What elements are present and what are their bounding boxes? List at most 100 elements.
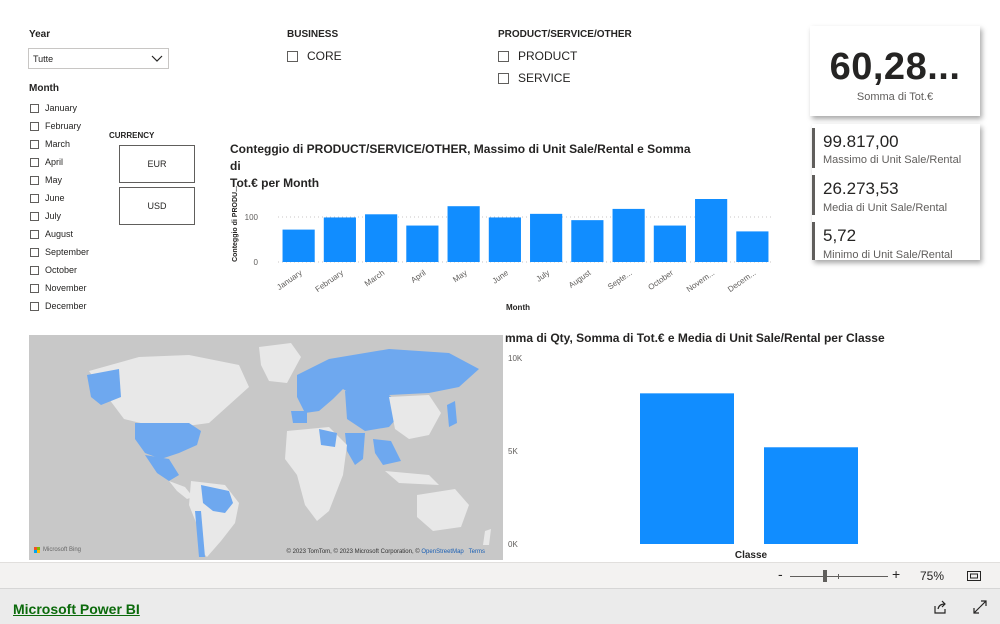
month-item-may[interactable]: May	[30, 175, 62, 185]
month-item-february[interactable]: February	[30, 121, 81, 131]
month-item-april[interactable]: April	[30, 157, 63, 167]
year-slicer-title: Year	[29, 29, 51, 40]
bar-2	[764, 447, 858, 544]
pso-item-label: PRODUCT	[518, 49, 578, 63]
map-land-australia	[417, 489, 469, 531]
currency-usd-label: USD	[147, 201, 167, 211]
checkbox[interactable]	[30, 283, 39, 293]
x-tick-label: Novem...	[685, 268, 716, 294]
checkbox[interactable]	[30, 103, 39, 113]
map-land-mexico	[145, 455, 179, 481]
zoom-slider-track[interactable]	[790, 576, 888, 577]
map-land-egypt	[319, 429, 337, 447]
month-item-november[interactable]: November	[30, 283, 87, 293]
checkbox[interactable]	[30, 175, 39, 185]
map-land-japan	[447, 401, 457, 427]
share-icon[interactable]	[932, 599, 948, 615]
month-item-september[interactable]: September	[30, 247, 89, 257]
microsoft-logo-icon	[34, 547, 40, 553]
map-land-central-america	[169, 481, 193, 499]
footer-bar: Microsoft Power BI	[0, 588, 1000, 624]
y-tick-label: 0	[254, 258, 259, 267]
y-axis-title: Conteggio di PRODU...	[232, 186, 239, 262]
max-unit-sale-caption: Massimo di Unit Sale/Rental	[823, 154, 962, 166]
checkbox[interactable]	[30, 139, 39, 149]
power-bi-link[interactable]: Microsoft Power BI	[13, 601, 140, 617]
month-item-june[interactable]: June	[30, 193, 65, 203]
business-item-core[interactable]: CORE	[287, 49, 342, 63]
checkbox[interactable]	[287, 50, 298, 62]
month-bar-chart[interactable]: 0 100 January February March April May June July…	[228, 182, 778, 317]
x-tick-label: Septe...	[606, 268, 634, 291]
month-item-january[interactable]: January	[30, 103, 77, 113]
year-dropdown[interactable]: Tutte	[28, 48, 169, 69]
month-item-december[interactable]: December	[30, 301, 87, 311]
pso-item-product[interactable]: PRODUCT	[498, 49, 577, 63]
zoom-in-button[interactable]: +	[892, 566, 901, 582]
checkbox[interactable]	[30, 229, 39, 239]
bing-label: Microsoft Bing	[43, 547, 82, 553]
row-accent-bar	[812, 175, 815, 215]
month-item-label: May	[45, 175, 63, 185]
osm-link[interactable]: OpenStreetMap	[421, 549, 464, 555]
month-item-august[interactable]: August	[30, 229, 73, 239]
month-item-october[interactable]: October	[30, 265, 77, 275]
x-tick-label: May	[451, 268, 469, 284]
month-item-july[interactable]: July	[30, 211, 61, 221]
bing-logo: Microsoft Bing	[34, 547, 81, 553]
checkbox[interactable]	[30, 247, 39, 257]
currency-eur-button[interactable]: EUR	[119, 145, 195, 183]
chevron-down-icon	[151, 55, 163, 62]
zoom-out-button[interactable]: -	[778, 566, 783, 582]
bar-11	[695, 199, 728, 262]
x-tick-label: January	[275, 268, 303, 292]
terms-link[interactable]: Terms	[468, 549, 485, 555]
x-tick-label: February	[314, 268, 345, 294]
map-land-southeast-asia	[373, 439, 401, 465]
pso-item-service[interactable]: SERVICE	[498, 71, 570, 85]
year-dropdown-value: Tutte	[33, 54, 54, 64]
checkbox[interactable]	[30, 121, 39, 131]
checkbox[interactable]	[30, 193, 39, 203]
bar-1	[282, 229, 315, 262]
checkbox[interactable]	[498, 50, 509, 62]
fullscreen-icon[interactable]	[972, 599, 988, 615]
y-tick-label: 100	[245, 213, 259, 222]
map-land-chile	[195, 511, 205, 557]
bar-9	[612, 208, 645, 262]
map-land-indonesia	[385, 471, 439, 485]
bar-2	[323, 217, 356, 262]
month-item-label: November	[45, 283, 87, 293]
x-axis-title: Classe	[735, 550, 768, 560]
checkbox[interactable]	[30, 157, 39, 167]
currency-usd-button[interactable]: USD	[119, 187, 195, 225]
business-item-label: CORE	[307, 49, 342, 63]
unit-sale-multirow-card[interactable]: 99.817,00 Massimo di Unit Sale/Rental 26…	[812, 124, 980, 260]
month-item-label: September	[45, 247, 90, 257]
map-land-africa	[285, 427, 347, 521]
checkbox[interactable]	[30, 265, 39, 275]
world-map[interactable]: Microsoft Bing © 2023 TomTom, © 2023 Mic…	[29, 335, 503, 560]
max-unit-sale-value: 99.817,00	[823, 132, 899, 151]
bar-12	[736, 231, 769, 262]
currency-eur-label: EUR	[147, 159, 167, 169]
class-bar-chart[interactable]: 0K 5K 10K Classe	[505, 348, 975, 560]
min-unit-sale-caption: Minimo di Unit Sale/Rental	[823, 249, 953, 260]
month-item-march[interactable]: March	[30, 139, 70, 149]
map-land-canada	[89, 355, 249, 427]
month-item-label: June	[45, 193, 65, 203]
map-attribution-text: © 2023 TomTom, © 2023 Microsoft Corporat…	[286, 549, 420, 555]
x-axis-title: Month	[506, 303, 530, 312]
x-tick-label: April	[409, 268, 427, 285]
fit-to-page-icon[interactable]	[966, 568, 982, 584]
month-item-label: March	[45, 139, 71, 149]
row-accent-bar	[812, 222, 815, 260]
report-canvas: Year Tutte Month January February March Apr…	[28, 26, 980, 560]
y-tick-label: 10K	[508, 354, 523, 363]
checkbox[interactable]	[498, 72, 509, 84]
checkbox[interactable]	[30, 301, 39, 311]
map-land-alaska	[87, 369, 121, 405]
checkbox[interactable]	[30, 211, 39, 221]
zoom-slider-thumb[interactable]	[823, 570, 827, 582]
total-kpi-card[interactable]: 60,28... Somma di Tot.€	[810, 26, 980, 116]
